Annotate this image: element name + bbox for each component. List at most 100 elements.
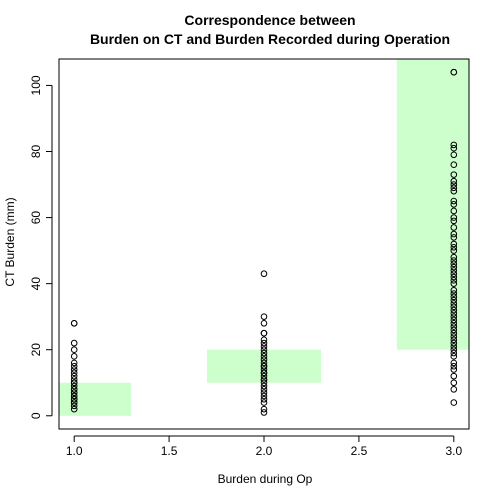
data-point bbox=[70, 386, 78, 393]
data-point bbox=[450, 187, 458, 195]
data-point bbox=[70, 402, 78, 410]
data-point bbox=[260, 395, 268, 403]
data-point bbox=[450, 346, 458, 354]
y-tick-label: 60 bbox=[29, 211, 43, 225]
data-point bbox=[450, 286, 458, 294]
data-point bbox=[450, 336, 458, 344]
data-point bbox=[260, 319, 268, 327]
data-point bbox=[260, 405, 268, 413]
data-point bbox=[450, 181, 458, 188]
data-point bbox=[450, 310, 458, 317]
data-point bbox=[260, 409, 268, 416]
data-point bbox=[70, 369, 78, 377]
data-point bbox=[450, 144, 458, 152]
data-point bbox=[450, 263, 458, 271]
data-point bbox=[450, 300, 458, 307]
data-point bbox=[450, 151, 458, 159]
data-point bbox=[450, 197, 458, 205]
x-tick-label: 2.5 bbox=[351, 444, 368, 458]
data-point bbox=[260, 349, 268, 357]
data-point bbox=[450, 293, 458, 301]
y-axis-label: CT Burden (mm) bbox=[3, 197, 17, 286]
data-point bbox=[70, 362, 78, 370]
data-point bbox=[70, 359, 78, 367]
y-tick-label: 0 bbox=[29, 412, 43, 419]
x-axis-label: Burden during Op bbox=[218, 472, 313, 486]
data-point bbox=[260, 270, 268, 278]
data-point bbox=[260, 346, 268, 354]
data-point bbox=[450, 277, 458, 284]
data-point bbox=[450, 267, 458, 274]
data-point bbox=[70, 346, 78, 354]
data-point bbox=[450, 171, 458, 178]
data-point bbox=[450, 353, 458, 360]
data-point bbox=[260, 356, 268, 363]
plot-frame bbox=[58, 58, 470, 430]
data-point bbox=[450, 333, 458, 340]
data-point bbox=[260, 343, 268, 350]
data-point bbox=[450, 359, 458, 367]
data-point bbox=[450, 273, 458, 281]
data-point bbox=[450, 319, 458, 327]
data-point bbox=[260, 339, 268, 347]
data-point bbox=[70, 382, 78, 390]
data-point bbox=[450, 240, 458, 248]
data-point bbox=[450, 280, 458, 287]
data-point bbox=[70, 395, 78, 403]
data-point bbox=[260, 329, 268, 337]
axes-layer: 1.0 1.5 2.0 2.5 3.0 0 20 40 60 80 100 bbox=[29, 75, 462, 458]
range-band-1 bbox=[59, 382, 132, 416]
data-point bbox=[260, 313, 268, 320]
data-point bbox=[450, 244, 458, 251]
data-point bbox=[70, 392, 78, 400]
data-point bbox=[260, 389, 268, 396]
data-point bbox=[70, 339, 78, 347]
data-point bbox=[70, 366, 78, 373]
data-point bbox=[450, 362, 458, 370]
x-tick-label: 1.0 bbox=[66, 444, 83, 458]
chart-title-line-2: Burden on CT and Burden Recorded during … bbox=[90, 31, 450, 47]
data-point bbox=[70, 389, 78, 396]
data-point bbox=[450, 68, 458, 76]
data-point bbox=[450, 399, 458, 406]
data-point bbox=[450, 329, 458, 337]
data-point bbox=[260, 366, 268, 373]
data-point bbox=[450, 184, 458, 192]
y-tick-label: 80 bbox=[29, 145, 43, 159]
data-point bbox=[450, 349, 458, 357]
data-point bbox=[450, 201, 458, 208]
data-point bbox=[450, 224, 458, 231]
data-point bbox=[260, 376, 268, 383]
data-point bbox=[450, 366, 458, 373]
data-point bbox=[450, 326, 458, 334]
data-point bbox=[450, 303, 458, 311]
data-point bbox=[450, 214, 458, 221]
data-point bbox=[450, 379, 458, 387]
data-point bbox=[260, 382, 268, 390]
x-tick-label: 3.0 bbox=[445, 444, 462, 458]
data-point bbox=[450, 313, 458, 320]
data-point bbox=[450, 290, 458, 297]
y-tick-label: 40 bbox=[29, 277, 43, 291]
data-point bbox=[260, 362, 268, 370]
data-point bbox=[450, 386, 458, 393]
data-point bbox=[450, 372, 458, 380]
range-band-3 bbox=[396, 59, 469, 350]
data-point bbox=[450, 260, 458, 268]
data-point bbox=[70, 372, 78, 380]
data-point bbox=[70, 379, 78, 387]
data-point bbox=[450, 141, 458, 149]
range-band-2 bbox=[207, 349, 321, 383]
data-point bbox=[260, 353, 268, 360]
data-point bbox=[260, 399, 268, 406]
data-point bbox=[450, 161, 458, 169]
data-point bbox=[70, 319, 78, 327]
y-tick-label: 100 bbox=[29, 75, 43, 95]
chart-title-line-1: Correspondence between bbox=[184, 12, 355, 28]
data-point bbox=[450, 306, 458, 314]
x-tick-label: 2.0 bbox=[256, 444, 273, 458]
data-point bbox=[450, 230, 458, 238]
data-point bbox=[260, 379, 268, 387]
data-point bbox=[70, 353, 78, 360]
